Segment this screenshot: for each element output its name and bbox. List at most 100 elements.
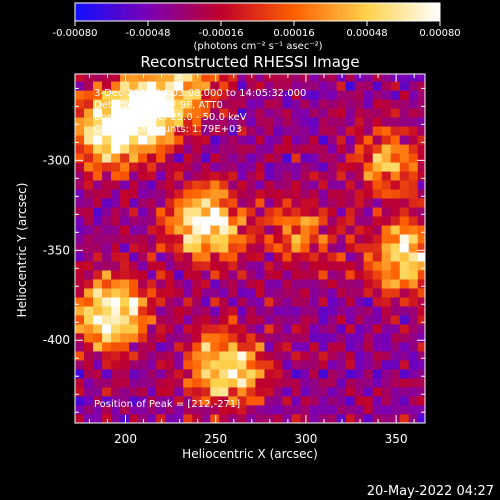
heatmap-cell: [399, 261, 410, 271]
heatmap-cell: [102, 351, 112, 361]
heatmap-cell: [102, 74, 112, 82]
heatmap-cell: [219, 162, 229, 172]
heatmap-cell: [102, 306, 112, 316]
heatmap-cell: [399, 297, 410, 307]
heatmap-cell: [372, 117, 383, 127]
heatmap-cell: [255, 162, 265, 172]
heatmap-cell: [264, 261, 274, 271]
heatmap-cell: [264, 81, 274, 91]
heatmap-cell: [345, 261, 356, 271]
heatmap-cell: [363, 234, 374, 244]
heatmap-cell: [210, 270, 220, 280]
heatmap-cell: [363, 405, 374, 415]
heatmap-cell: [372, 261, 383, 271]
heatmap-cell: [390, 387, 401, 397]
heatmap-cell: [201, 207, 211, 217]
heatmap-cell: [264, 162, 274, 172]
heatmap-cell: [219, 324, 229, 334]
heatmap-cell: [336, 90, 347, 100]
heatmap-cell: [345, 108, 356, 118]
heatmap-cell: [138, 360, 148, 370]
heatmap-cell: [84, 135, 94, 145]
heatmap-cell: [75, 324, 85, 334]
heatmap-cell: [246, 414, 256, 423]
heatmap-cell: [300, 324, 310, 334]
heatmap-cell: [219, 153, 229, 163]
heatmap-cell: [75, 135, 85, 145]
heatmap-cell: [183, 90, 193, 100]
heatmap-cell: [237, 207, 247, 217]
heatmap-cell: [75, 180, 85, 190]
heatmap-cell: [111, 243, 121, 253]
heatmap-cell: [363, 288, 374, 298]
heatmap-cell: [75, 342, 85, 352]
heatmap-cell: [327, 108, 337, 118]
heatmap-cell: [237, 378, 247, 388]
heatmap-cell: [183, 306, 193, 316]
heatmap-cell: [183, 153, 193, 163]
heatmap-cell: [246, 369, 256, 379]
heatmap-cell: [273, 279, 283, 289]
heatmap-cell: [309, 117, 319, 127]
heatmap-cell: [183, 387, 193, 397]
heatmap-cell: [192, 270, 202, 280]
heatmap-cell: [129, 99, 139, 109]
heatmap-cell: [111, 153, 121, 163]
heatmap-cell: [408, 342, 419, 352]
heatmap-cell: [363, 243, 374, 253]
heatmap-cell: [156, 405, 166, 415]
heatmap-cell: [120, 315, 130, 325]
heatmap-cell: [156, 153, 166, 163]
heatmap-cell: [273, 90, 283, 100]
heatmap-cell: [300, 279, 310, 289]
heatmap-cell: [264, 171, 274, 181]
heatmap-cell: [336, 135, 347, 145]
heatmap-cell: [75, 144, 85, 154]
heatmap-cell: [318, 90, 328, 100]
heatmap-cell: [111, 297, 121, 307]
heatmap-cell: [201, 351, 211, 361]
heatmap-cell: [291, 270, 301, 280]
heatmap-cell: [399, 144, 410, 154]
heatmap-cell: [372, 306, 383, 316]
heatmap-cell: [237, 333, 247, 343]
heatmap-cell: [192, 144, 202, 154]
heatmap-cell: [300, 99, 310, 109]
heatmap-cell: [147, 333, 157, 343]
heatmap-cell: [309, 153, 319, 163]
heatmap-cell: [282, 234, 292, 244]
heatmap-cell: [138, 234, 148, 244]
heatmap-cell: [201, 414, 211, 423]
heatmap-cell: [336, 261, 347, 271]
heatmap-cell: [237, 90, 247, 100]
heatmap-cell: [300, 153, 310, 163]
heatmap-cell: [138, 270, 148, 280]
heatmap-cell: [327, 81, 337, 91]
heatmap-cell: [192, 117, 202, 127]
heatmap-cell: [300, 90, 310, 100]
heatmap-cell: [93, 234, 103, 244]
heatmap-cell: [318, 306, 328, 316]
heatmap-cell: [156, 117, 166, 127]
heatmap-cell: [408, 189, 419, 199]
heatmap-cell: [102, 171, 112, 181]
heatmap-cell: [102, 378, 112, 388]
heatmap-cell: [282, 74, 292, 82]
heatmap-cell: [129, 198, 139, 208]
heatmap-cell: [381, 342, 392, 352]
heatmap-cell: [273, 108, 283, 118]
heatmap-cell: [183, 108, 193, 118]
heatmap-cell: [381, 99, 392, 109]
heatmap-cell: [255, 288, 265, 298]
heatmap-cell: [102, 315, 112, 325]
heatmap-cell: [138, 333, 148, 343]
heatmap-cell: [417, 126, 425, 136]
heatmap-cell: [111, 198, 121, 208]
heatmap-cell: [228, 342, 238, 352]
heatmap-cell: [201, 189, 211, 199]
heatmap-cell: [183, 261, 193, 271]
heatmap-cell: [201, 225, 211, 235]
heatmap-cell: [210, 405, 220, 415]
heatmap-cell: [309, 198, 319, 208]
plot-frame: [74, 73, 426, 424]
